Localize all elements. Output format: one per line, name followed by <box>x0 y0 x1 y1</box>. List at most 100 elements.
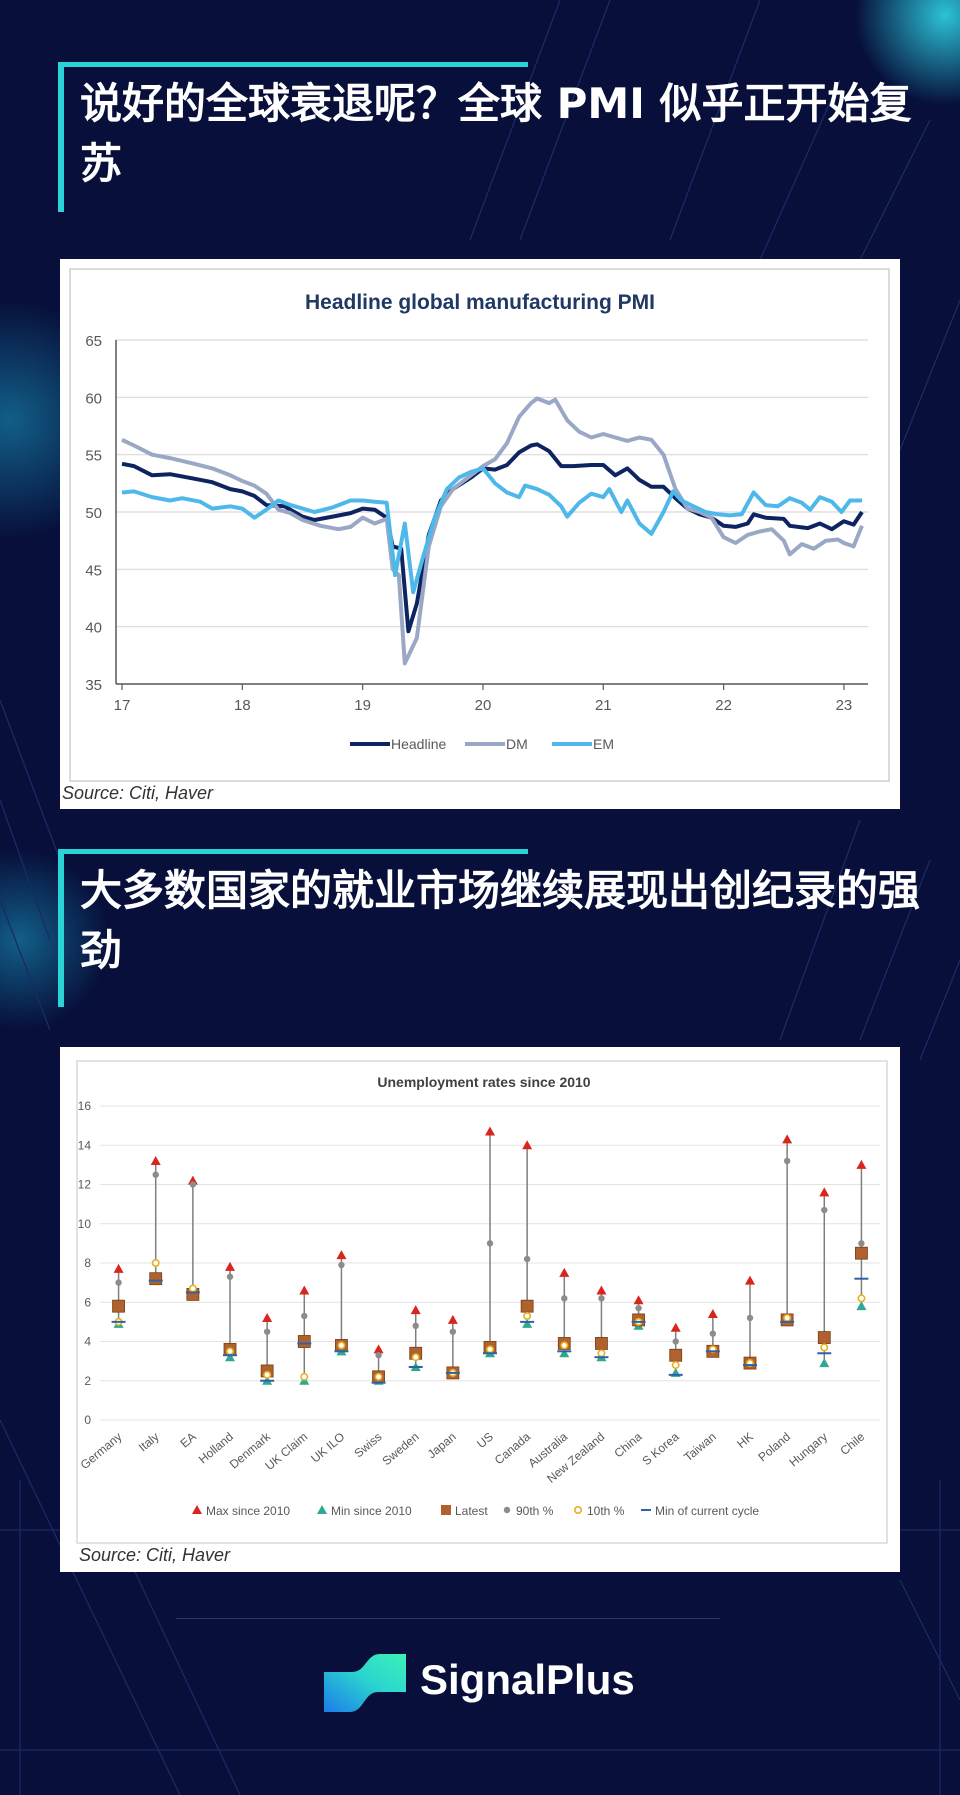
min-marker <box>559 1348 570 1358</box>
p90-marker <box>189 1181 197 1188</box>
max-marker <box>522 1140 533 1150</box>
x-tick-label: 21 <box>595 697 612 714</box>
latest-marker <box>817 1331 831 1344</box>
p10-marker <box>523 1311 532 1320</box>
y-tick-label: 8 <box>84 1256 91 1270</box>
max-marker <box>596 1285 607 1295</box>
p90-marker <box>412 1322 419 1329</box>
legend-marker <box>317 1505 327 1514</box>
p10-marker <box>411 1353 420 1362</box>
legend-label-dm: DM <box>506 736 528 752</box>
footer-divider <box>176 1618 720 1619</box>
max-marker <box>819 1187 830 1197</box>
legend-label: Max since 2010 <box>206 1504 290 1518</box>
heading-accent-line <box>58 849 528 854</box>
legend-marker <box>192 1505 202 1514</box>
x-tick-label: Chile <box>837 1429 867 1458</box>
latest-marker <box>669 1348 683 1362</box>
x-tick-label: 22 <box>715 697 732 714</box>
p10-marker <box>820 1343 829 1352</box>
section2-heading-block: 大多数国家的就业市场继续展现出创纪录的强劲 <box>58 849 938 1007</box>
p90-marker <box>709 1330 717 1337</box>
x-tick-label: Italy <box>136 1430 162 1455</box>
max-marker <box>745 1275 755 1285</box>
heading-accent-bar <box>58 62 64 212</box>
p10-marker <box>263 1370 272 1379</box>
legend-marker <box>441 1505 451 1515</box>
y-tick-label: 12 <box>78 1178 92 1192</box>
p90-marker <box>561 1295 568 1302</box>
p90-marker <box>783 1157 791 1165</box>
min-marker <box>819 1358 830 1368</box>
x-tick-label: EA <box>178 1430 199 1451</box>
series-line-headline <box>121 442 864 634</box>
y-tick-label: 35 <box>85 677 102 694</box>
latest-marker <box>112 1299 125 1313</box>
brand-name: SignalPlus <box>420 1656 635 1703</box>
unemployment-chart: Unemployment rates since 2010 16 14 12 10 8 6 4… <box>76 1060 888 1544</box>
p90-marker <box>598 1295 605 1302</box>
heading-accent-bar <box>58 849 64 1007</box>
y-tick-label: 40 <box>85 620 102 637</box>
x-tick-label: Sweden <box>379 1430 421 1469</box>
p90-marker <box>338 1261 345 1269</box>
max-marker <box>187 1175 198 1185</box>
pmi-chart-source: Source: Citi, Haver <box>62 783 214 803</box>
x-tick-label: 19 <box>354 697 371 714</box>
x-tick-label: 18 <box>234 697 251 714</box>
max-marker <box>670 1322 681 1332</box>
p10-marker <box>560 1341 569 1350</box>
max-marker <box>410 1305 421 1315</box>
p10-marker <box>337 1341 346 1350</box>
y-tick-label: 14 <box>78 1138 92 1152</box>
p10-marker <box>783 1313 792 1322</box>
p10-marker <box>226 1347 235 1356</box>
p10-marker <box>857 1294 866 1303</box>
unemployment-chart-source: Source: Citi, Haver <box>79 1545 231 1565</box>
p10-marker <box>597 1349 606 1358</box>
chart-frame <box>76 1060 888 1544</box>
p90-marker <box>301 1312 308 1320</box>
p90-marker <box>375 1352 382 1359</box>
section1-heading-block: 说好的全球衰退呢？全球 PMI 似乎正开始复苏 <box>58 62 938 212</box>
latest-marker <box>297 1335 311 1348</box>
y-tick-label: 4 <box>84 1335 91 1349</box>
pmi-chart-card: Headline global manufacturing PMI 65 60 55 5… <box>60 259 900 809</box>
max-marker <box>856 1159 867 1169</box>
p90-marker <box>746 1314 754 1322</box>
legend-label: 10th % <box>587 1504 625 1518</box>
x-tick-label: Hungary <box>786 1430 830 1470</box>
min-marker <box>856 1301 867 1311</box>
max-marker <box>485 1126 495 1136</box>
section2-heading: 大多数国家的就业市场继续展现出创纪录的强劲 <box>80 866 921 975</box>
legend-label: Latest <box>455 1504 488 1518</box>
p90-marker <box>635 1304 642 1312</box>
max-marker <box>782 1134 793 1144</box>
min-marker <box>522 1318 533 1328</box>
max-marker <box>559 1267 570 1277</box>
x-tick-label: HK <box>734 1430 756 1451</box>
y-tick-label: 6 <box>84 1295 91 1309</box>
max-marker <box>150 1155 161 1165</box>
p90-marker <box>152 1171 159 1178</box>
pmi-chart: Headline global manufacturing PMI 65 60 55 5… <box>69 268 890 782</box>
p90-marker <box>821 1206 828 1214</box>
p90-marker <box>115 1279 122 1286</box>
latest-marker <box>520 1299 534 1313</box>
y-tick-label: 2 <box>84 1374 91 1388</box>
p10-marker <box>300 1372 309 1381</box>
p10-marker <box>485 1345 494 1354</box>
legend-marker <box>503 1506 511 1514</box>
legend-label-headline: Headline <box>391 736 446 752</box>
unemployment-chart-card: Unemployment rates since 2010 16 14 12 10 8 6 4… <box>60 1047 900 1572</box>
max-marker <box>373 1344 384 1354</box>
x-tick-label: Germany <box>78 1430 125 1472</box>
min-marker <box>225 1352 235 1362</box>
x-tick-label: 20 <box>475 697 492 714</box>
x-tick-label: US <box>474 1430 496 1451</box>
x-tick-label: Swiss <box>351 1430 384 1461</box>
x-tick-label: 23 <box>836 697 853 714</box>
x-tick-label: 17 <box>114 697 131 714</box>
p10-marker <box>151 1259 160 1268</box>
chart-title: Headline global manufacturing PMI <box>305 291 655 314</box>
